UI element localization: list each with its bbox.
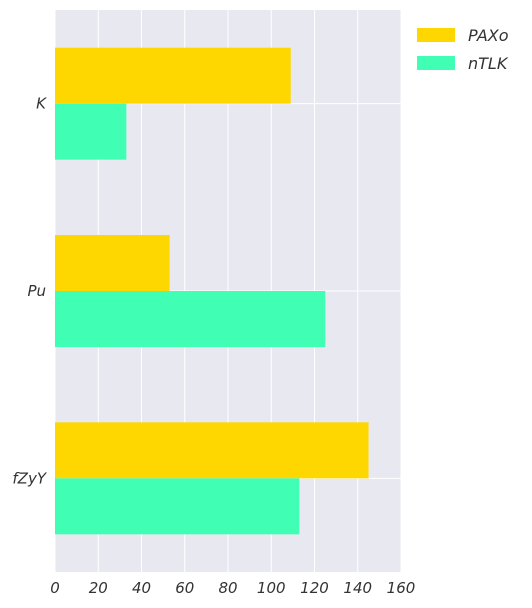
bars (55, 47, 369, 535)
x-tick-label: 100 (257, 579, 286, 597)
x-tick-label: 60 (175, 579, 194, 597)
legend-label: nTLK (468, 54, 509, 73)
legend: PAXo nTLK (417, 26, 509, 73)
x-tick-label: 80 (218, 579, 237, 597)
bar (55, 235, 170, 291)
bar (55, 291, 326, 347)
x-axis-ticks: 0 20 40 60 80 100 120 140 160 (50, 579, 415, 597)
x-tick-label: 120 (300, 579, 329, 597)
bar (55, 47, 291, 104)
bar (55, 103, 127, 160)
legend-swatch (417, 56, 455, 70)
y-tick-label: K (36, 95, 47, 113)
bar (55, 422, 369, 479)
x-tick-label: 0 (50, 579, 60, 597)
y-axis-ticks: K Pu fZyY (12, 95, 47, 488)
x-tick-label: 40 (132, 579, 151, 597)
bar (55, 478, 300, 535)
y-tick-label: Pu (27, 282, 46, 300)
x-tick-label: 160 (387, 579, 416, 597)
x-tick-label: 20 (89, 579, 108, 597)
legend-label: PAXo (468, 26, 509, 45)
y-tick-label: fZyY (12, 469, 47, 487)
legend-swatch (417, 28, 455, 42)
x-tick-label: 140 (343, 579, 372, 597)
